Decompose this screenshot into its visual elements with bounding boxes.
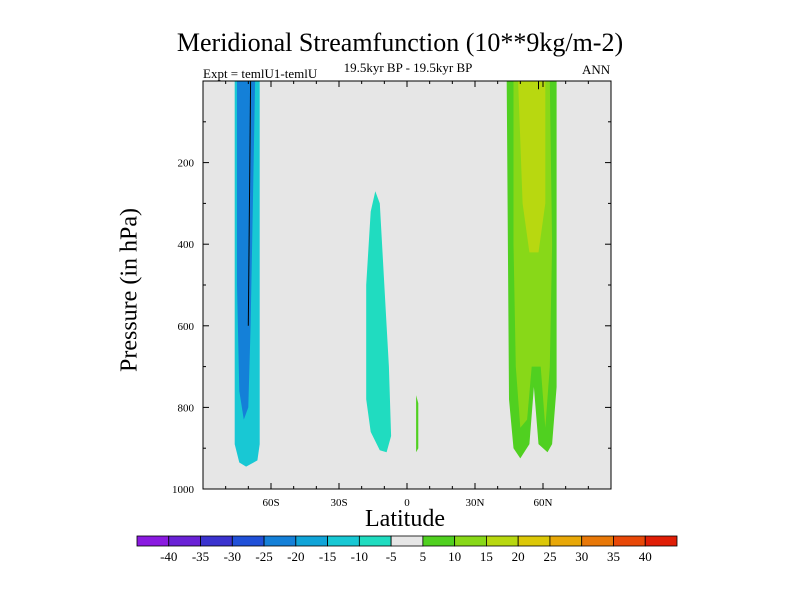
- colorbar-swatch: [613, 535, 646, 547]
- experiment-label: Expt = temlU1-temlU: [203, 66, 318, 81]
- colorbar-swatch: [644, 535, 678, 547]
- colorbar-label: 25: [543, 549, 556, 564]
- colorbar-label: 10: [448, 549, 461, 564]
- y-tick-label: 600: [178, 321, 195, 333]
- colorbar-label: -25: [255, 549, 272, 564]
- x-tick-label: 0: [404, 497, 410, 509]
- colorbar-swatch: [136, 535, 170, 547]
- x-axis-title: Latitude: [365, 506, 445, 532]
- southern-contour-line: [247, 80, 252, 326]
- colorbar-swatch: [263, 535, 297, 547]
- colorbar-label: 15: [480, 549, 493, 564]
- colorbar-swatch: [517, 535, 551, 547]
- y-tick-label: 1000: [172, 484, 195, 496]
- colorbar-swatch: [454, 535, 487, 547]
- y-tick-label: 200: [178, 158, 195, 170]
- colorbar-label: 20: [512, 549, 525, 564]
- colorbar-label: -10: [351, 549, 368, 564]
- colorbar-swatch: [168, 535, 201, 547]
- colorbar-label: 30: [575, 549, 588, 564]
- colorbar-label: -35: [192, 549, 209, 564]
- y-tick-label: 800: [178, 402, 195, 414]
- colorbar-label: -30: [224, 549, 241, 564]
- colorbar-swatch: [422, 535, 456, 547]
- colorbar-label: -5: [386, 549, 397, 564]
- colorbar-label: 40: [639, 549, 652, 564]
- colorbar-swatch: [327, 535, 360, 547]
- colorbar-swatch: [295, 535, 328, 547]
- y-tick-label: 400: [178, 239, 195, 251]
- colorbar-label: -20: [287, 549, 304, 564]
- contour-region-northern-cell-core: [518, 81, 546, 253]
- colorbar-swatch: [581, 535, 614, 547]
- x-tick-label: 30N: [466, 497, 485, 509]
- x-tick-label: 30S: [330, 497, 347, 509]
- x-tick-label: 60S: [262, 497, 279, 509]
- season-label: ANN: [582, 62, 611, 77]
- x-tick-label: 60N: [534, 497, 553, 509]
- colorbar-label: -40: [160, 549, 177, 564]
- chart-title: Meridional Streamfunction (10**9kg/m-2): [176, 28, 624, 57]
- contour-region-southern-cell-core: [237, 81, 256, 420]
- colorbar-swatch: [200, 535, 233, 547]
- colorbar-label: -15: [319, 549, 336, 564]
- colorbar-swatch: [231, 535, 265, 547]
- contour-region-small-positive-cell: [416, 395, 419, 453]
- contour-region-equatorial-cell: [366, 191, 392, 453]
- colorbar-swatch: [549, 535, 583, 547]
- colorbar-label: 35: [607, 549, 620, 564]
- colorbar-swatch: [390, 535, 424, 547]
- colorbar-label: 5: [420, 549, 427, 564]
- chart-subtitle: 19.5kyr BP - 19.5kyr BP: [343, 60, 473, 75]
- colorbar-swatch: [486, 535, 519, 547]
- colorbar-swatch: [358, 535, 392, 547]
